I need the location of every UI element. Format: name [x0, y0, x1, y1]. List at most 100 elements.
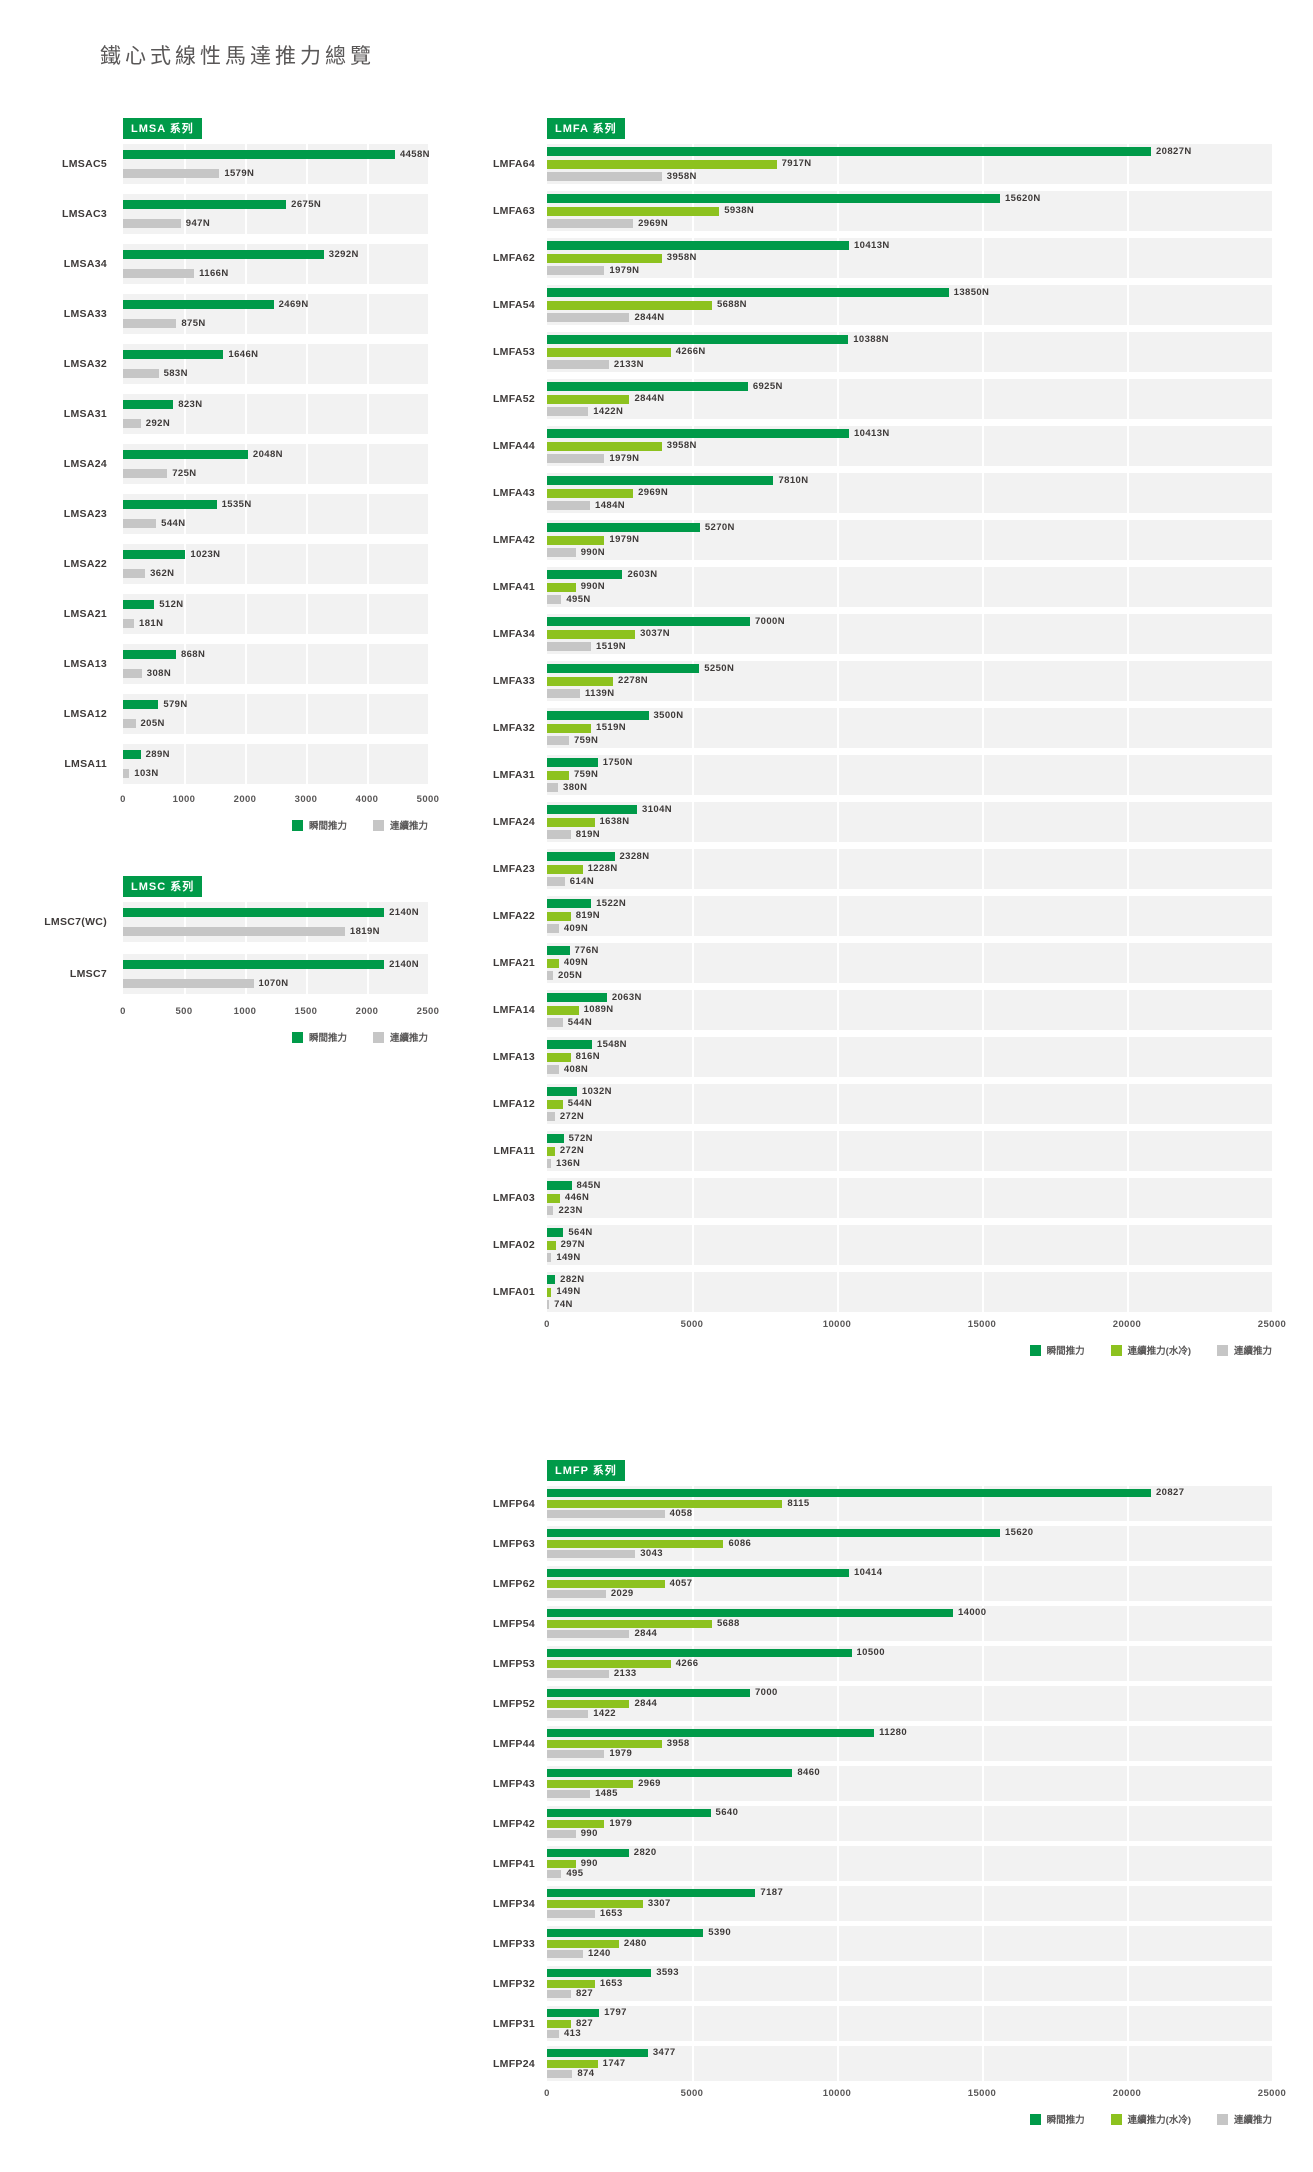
gridline: [245, 294, 247, 334]
gridline: [692, 1566, 694, 1601]
gridline: [306, 194, 308, 234]
bar-continuous: [123, 927, 345, 936]
chart-lmfa-series: LMFA 系列 LMFA64 20827N 7917N 3958N LMFA63 1562…: [430, 118, 1286, 1357]
bar-row: 1089N: [547, 1005, 1272, 1015]
bar-row: 2133N: [547, 360, 1272, 369]
value-label: 2480: [623, 1937, 647, 1949]
bar-row: 4458N: [123, 150, 430, 159]
value-label: 14000: [958, 1607, 987, 1619]
gridline: [982, 1806, 984, 1841]
bar-continuous_water: [547, 1193, 560, 1203]
gridline: [367, 954, 369, 994]
bar-row: 725N: [123, 469, 428, 478]
category-label: LMSA24: [63, 458, 107, 470]
gridline: [982, 661, 984, 701]
chart-lmsa-series: LMSA 系列 LMSAC5 4458N 1579N LMSAC3 2675N 947N L…: [40, 118, 439, 832]
value-label: 2029: [610, 1588, 634, 1600]
bar-continuous: [123, 169, 220, 178]
gridline: [692, 473, 694, 513]
chart-row: LMSA12 579N 205N: [40, 694, 428, 734]
bar-row: 1139N: [547, 689, 1272, 698]
category-label: LMSA32: [63, 358, 107, 370]
chart-rows: LMFA64 20827N 7917N 3958N LMFA63 15620N 5938N 2…: [430, 144, 1272, 1312]
bar-row: 572N: [547, 1134, 1272, 1143]
legend-swatch-continuous: [1216, 1344, 1228, 1356]
gridline: [306, 594, 308, 634]
legend-swatch-continuous_water: [1110, 2113, 1122, 2125]
bar-instant: [547, 288, 949, 297]
gridline: [184, 902, 186, 942]
category-label: LMFA62: [492, 252, 535, 264]
value-label: 4058: [669, 1508, 693, 1520]
bar-instant: [547, 1181, 572, 1190]
chart-row: LMFA42 5270N 1979N 990N: [430, 520, 1272, 560]
bar-row: 7810N: [547, 476, 1272, 485]
value-label: 446N: [564, 1192, 590, 1204]
chart-row: LMFP44 11280 3958 1979: [430, 1726, 1272, 1761]
bar-row: 1422: [547, 1709, 1272, 1718]
bar-row: 3958: [547, 1739, 1272, 1748]
bar-continuous: [123, 619, 135, 628]
row-band: 15620 6086 3043: [547, 1526, 1272, 1561]
gridline: [837, 426, 839, 466]
bar-row: 1519N: [547, 642, 1272, 651]
bar-row: 5270N: [547, 523, 1272, 532]
value-label: 1032N: [581, 1085, 612, 1097]
bar-instant: [547, 758, 598, 767]
x-axis: 0 1000 2000 3000 4000 5000: [120, 794, 439, 806]
gridline: [982, 379, 984, 419]
x-axis: 0 5000 10000 15000 20000 25000: [544, 1319, 1286, 1331]
gridline: [1127, 1686, 1129, 1721]
bar-instant: [547, 2009, 600, 2017]
gridline: [1127, 755, 1129, 795]
x-axis: 0 5000 10000 15000 20000 25000: [544, 2088, 1286, 2100]
gridline: [367, 694, 369, 734]
value-label: 4266N: [675, 346, 706, 358]
gridline: [692, 802, 694, 842]
value-label: 1747: [602, 2057, 626, 2069]
bar-row: 1638N: [547, 817, 1272, 827]
row-band: 5640 1979 990: [547, 1806, 1272, 1841]
chart-row: LMSA22 1023N 362N: [40, 544, 428, 584]
gridline: [1127, 1926, 1129, 1961]
bar-continuous_water: [547, 1659, 671, 1668]
bar-continuous: [547, 1790, 591, 1798]
bar-instant: [547, 1040, 592, 1049]
bar-continuous_water: [547, 206, 720, 216]
gridline: [837, 943, 839, 983]
bar-row: 1548N: [547, 1040, 1272, 1049]
value-label: 74N: [554, 1298, 573, 1310]
axis-tick: 1000: [172, 794, 196, 805]
value-label: 827: [575, 1988, 594, 2000]
bar-continuous: [123, 569, 146, 578]
category-label: LMFP24: [492, 2057, 535, 2070]
value-label: 2278N: [618, 675, 649, 687]
value-label: 1522N: [596, 897, 627, 909]
bar-row: 446N: [547, 1192, 1272, 1204]
category-label: LMSA22: [63, 558, 107, 570]
bar-row: 990: [547, 1829, 1272, 1838]
axis-tick: 25000: [1257, 1319, 1287, 1330]
value-label: 1653: [599, 1977, 623, 1989]
bar-instant: [123, 600, 155, 609]
axis-tick: 0: [120, 794, 126, 805]
value-label: 308N: [146, 667, 172, 679]
bar-row: 2140N: [123, 908, 428, 917]
bar-row: 5640: [547, 1808, 1272, 1817]
gridline: [245, 144, 247, 184]
legend-swatch-instant: [1029, 2113, 1041, 2125]
gridline: [184, 244, 186, 284]
gridline: [184, 394, 186, 434]
gridline: [1127, 1806, 1129, 1841]
chart-rows: LMFP64 20827 8115 4058 LMFP63 15620 6086 3043 LM…: [430, 1486, 1272, 2081]
bar-continuous_water: [547, 1287, 552, 1297]
bar-instant: [123, 250, 324, 259]
bar-continuous: [547, 313, 630, 322]
bar-continuous_water: [547, 159, 777, 169]
chart-row: LMFP32 3593 1653 827: [430, 1966, 1272, 2001]
bar-instant: [547, 194, 1000, 203]
value-label: 2048N: [252, 448, 283, 460]
gridline: [982, 426, 984, 466]
category-label: LMFP32: [492, 1977, 535, 1990]
axis-tick: 5000: [680, 1319, 704, 1330]
